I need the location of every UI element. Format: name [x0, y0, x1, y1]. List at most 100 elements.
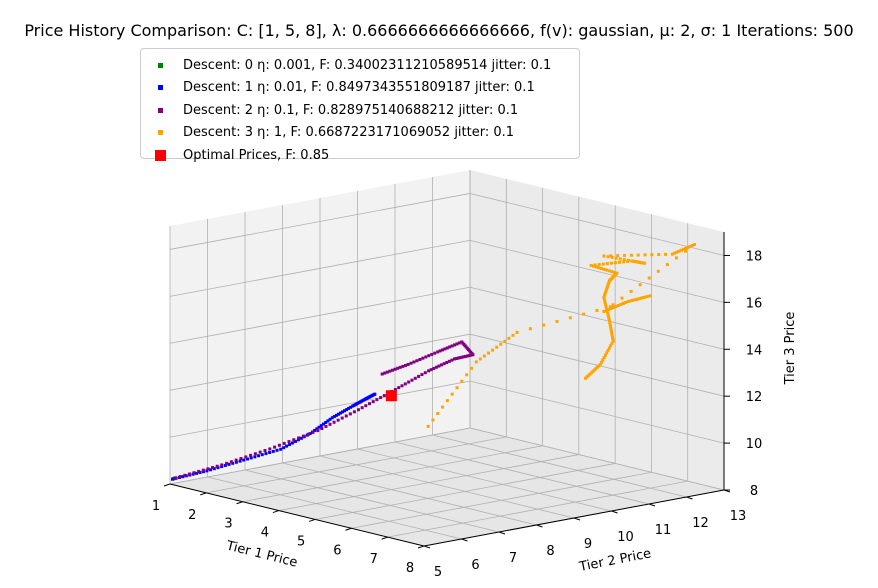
- data-point: [646, 294, 650, 298]
- data-point: [397, 386, 401, 390]
- legend-label: Descent: 0 η: 0.001, F: 0.34002311210589…: [183, 57, 552, 73]
- data-point: [455, 386, 459, 390]
- data-point: [420, 373, 424, 377]
- data-point: [611, 337, 615, 341]
- data-point: [622, 301, 626, 305]
- data-point: [260, 453, 264, 457]
- data-point: [448, 345, 452, 349]
- x-tick: [272, 510, 280, 514]
- data-point: [297, 436, 301, 440]
- data-point: [183, 473, 187, 477]
- data-point: [187, 472, 191, 476]
- data-point: [407, 380, 411, 384]
- data-point: [610, 270, 614, 274]
- y-tick-label: 9: [584, 537, 592, 552]
- data-point: [328, 422, 332, 426]
- data-point: [316, 429, 320, 433]
- data-point: [211, 466, 215, 470]
- data-point: [227, 462, 231, 466]
- data-point: [597, 263, 601, 267]
- data-point: [423, 371, 427, 375]
- data-point: [460, 340, 464, 344]
- legend: Descent: 0 η: 0.001, F: 0.34002311210589…: [140, 48, 580, 163]
- data-point: [445, 346, 449, 350]
- y-tick-label: 11: [655, 523, 672, 538]
- data-point: [688, 244, 692, 248]
- data-point: [220, 465, 224, 469]
- data-point: [317, 425, 321, 429]
- data-point: [201, 468, 205, 472]
- data-point: [356, 408, 360, 412]
- data-point: [178, 475, 182, 479]
- data-point: [290, 441, 294, 445]
- x-tick-label: 8: [406, 561, 414, 576]
- z-gridline-right: [469, 333, 725, 397]
- data-point: [644, 295, 648, 299]
- data-point: [212, 467, 216, 471]
- z-tick-label: 12: [746, 390, 763, 405]
- y-tick-label: 6: [471, 558, 479, 573]
- x-tick-label: 3: [224, 517, 232, 532]
- data-point: [239, 457, 243, 461]
- data-point: [311, 430, 315, 434]
- data-point: [427, 369, 431, 373]
- data-point: [693, 243, 697, 247]
- data-point: [450, 358, 454, 362]
- data-point: [352, 410, 356, 414]
- z-gridline-right: [469, 380, 725, 444]
- y-tick: [423, 545, 431, 549]
- data-point: [615, 271, 619, 275]
- data-point: [491, 348, 495, 352]
- data-point: [434, 365, 438, 369]
- data-point: [611, 303, 615, 307]
- data-point: [242, 458, 246, 462]
- data-point: [602, 356, 606, 360]
- legend-entry: Descent: 0 η: 0.001, F: 0.34002311210589…: [151, 54, 579, 77]
- data-point: [686, 245, 690, 249]
- data-point: [332, 415, 336, 419]
- data-point: [474, 360, 478, 364]
- data-point: [231, 461, 235, 465]
- data-point: [347, 406, 351, 410]
- data-point: [201, 470, 205, 474]
- data-point: [292, 438, 296, 442]
- data-point: [635, 260, 639, 264]
- data-point: [605, 262, 609, 266]
- data-point: [429, 368, 433, 372]
- data-point: [610, 331, 614, 335]
- data-point: [684, 246, 688, 250]
- data-point: [465, 354, 469, 358]
- data-point: [244, 455, 248, 459]
- data-point: [373, 392, 377, 396]
- data-point: [609, 261, 613, 265]
- data-point: [487, 351, 491, 355]
- data-point: [432, 366, 436, 370]
- y-tick: [611, 510, 618, 514]
- data-point: [268, 447, 272, 451]
- data-point: [626, 258, 630, 262]
- data-point: [605, 268, 609, 272]
- data-point: [379, 396, 383, 400]
- data-point: [606, 282, 610, 286]
- data-point: [542, 323, 546, 327]
- data-point: [607, 280, 611, 284]
- data-point: [225, 461, 229, 465]
- y-tick: [498, 531, 506, 535]
- data-point: [285, 444, 289, 448]
- data-point: [258, 450, 262, 454]
- data-point: [467, 354, 471, 358]
- data-point: [528, 327, 532, 331]
- data-point: [602, 267, 606, 271]
- z-tick-label: 14: [746, 343, 763, 358]
- data-point: [391, 368, 395, 372]
- x-tick-label: 4: [261, 526, 269, 541]
- x-tick-label: 6: [333, 543, 341, 558]
- data-point: [606, 348, 610, 352]
- data-point: [413, 376, 417, 380]
- y-tick-label: 13: [730, 509, 747, 524]
- data-point: [445, 399, 449, 403]
- data-point: [499, 342, 503, 346]
- data-point: [205, 469, 209, 473]
- data-point: [610, 341, 614, 345]
- data-point: [306, 432, 310, 436]
